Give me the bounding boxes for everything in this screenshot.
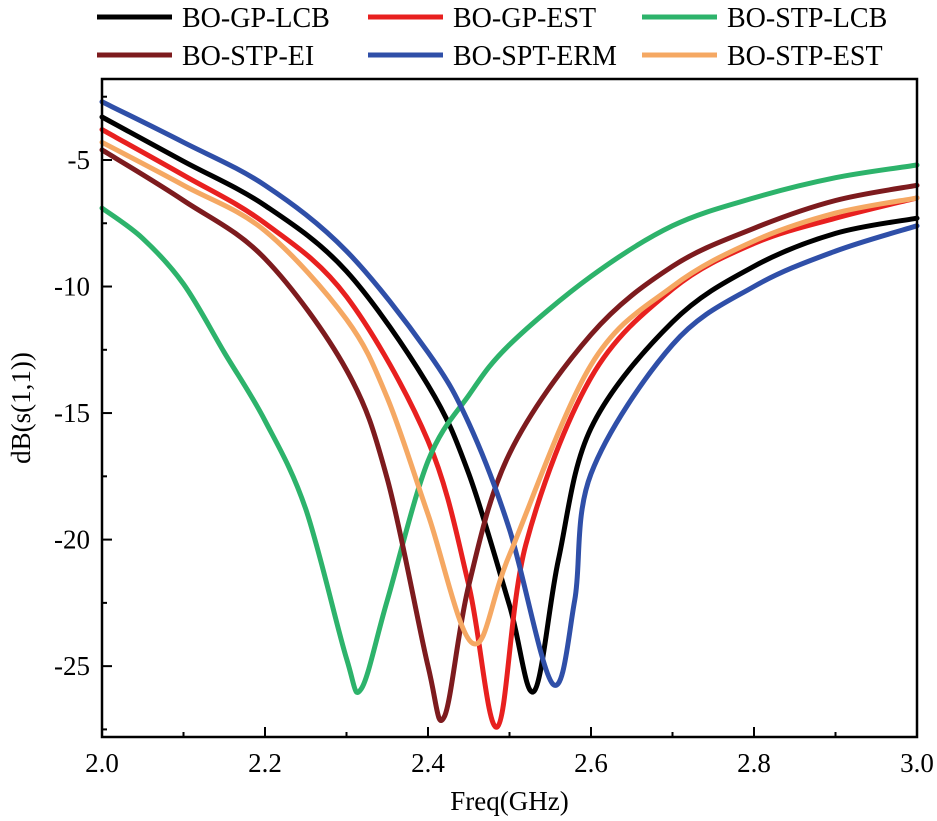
- series-line-bo-stp-lcb: [99, 162, 920, 695]
- series-line-bo-gp-est: [99, 127, 920, 730]
- x-tick-label: 2.2: [248, 748, 282, 778]
- series-line-bo-spt-erm: [99, 99, 920, 688]
- series-layer: [99, 99, 920, 730]
- y-tick-label: -15: [54, 398, 90, 428]
- y-axis-label: dB(s(1,1)): [6, 352, 36, 464]
- x-tick-label: 2.8: [737, 748, 771, 778]
- y-axis-ticks: -5 -10 -15 -20 -25: [54, 95, 112, 731]
- series-line-bo-stp-ei: [99, 147, 920, 723]
- series-line-bo-stp-est: [99, 139, 920, 647]
- x-tick-label: 2.0: [85, 748, 119, 778]
- x-tick-label: 3.0: [900, 748, 934, 778]
- x-tick-label: 2.4: [411, 748, 445, 778]
- legend-label: BO-STP-EST: [727, 41, 883, 72]
- legend-label: BO-STP-EI: [182, 41, 314, 72]
- y-tick-label: -25: [54, 651, 90, 681]
- x-axis-label: Freq(GHz): [450, 786, 568, 816]
- x-axis-ticks: 2.0 2.2 2.4 2.6 2.8 3.0: [85, 727, 934, 778]
- legend-label: BO-STP-LCB: [727, 3, 887, 34]
- y-tick-label: -20: [54, 525, 90, 555]
- legend-label: BO-GP-EST: [453, 3, 596, 34]
- legend-label: BO-SPT-ERM: [453, 41, 617, 72]
- legend: BO-GP-LCB BO-GP-EST BO-STP-LCB BO-STP-EI BO-…: [97, 3, 887, 72]
- legend-label: BO-GP-LCB: [182, 3, 330, 34]
- y-tick-label: -5: [68, 145, 91, 175]
- x-tick-label: 2.6: [574, 748, 608, 778]
- series-line-bo-gp-lcb: [99, 114, 920, 695]
- y-tick-label: -10: [54, 272, 90, 302]
